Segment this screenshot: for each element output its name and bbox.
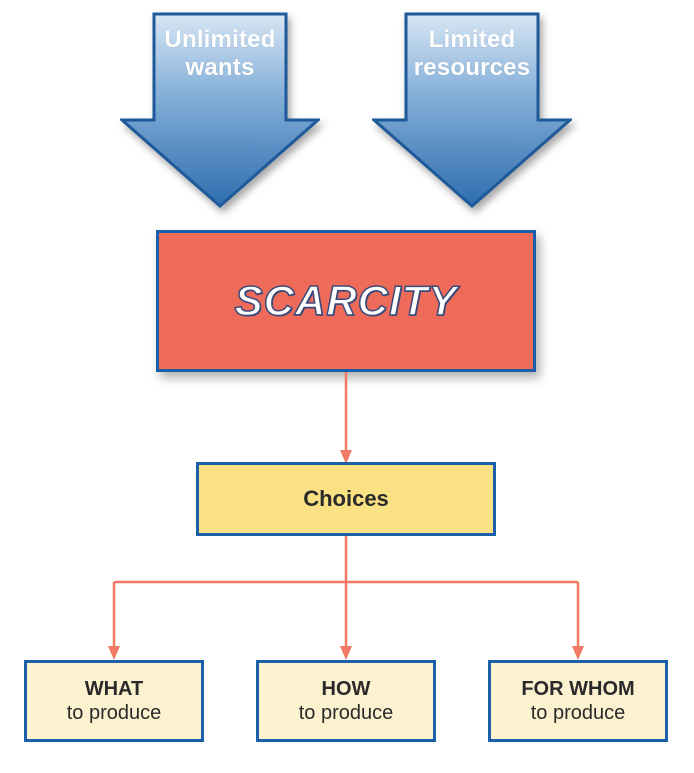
connector-branch-icon bbox=[80, 536, 614, 664]
question-bold: HOW bbox=[299, 677, 394, 701]
input-arrow-limited-resources: Limited resources bbox=[372, 8, 572, 208]
question-text: WHAT to produce bbox=[67, 677, 162, 725]
scarcity-label: SCARCITY bbox=[235, 277, 458, 325]
connector-arrow-icon bbox=[338, 372, 354, 466]
arrow-label-line1: Limited bbox=[429, 26, 516, 53]
question-rest: to produce bbox=[299, 701, 394, 725]
diagram-canvas: Unlimited wants Limited resources SCARCI… bbox=[0, 0, 694, 773]
question-rest: to produce bbox=[521, 701, 634, 725]
choices-box: Choices bbox=[196, 462, 496, 536]
input-arrow-unlimited-wants: Unlimited wants bbox=[120, 8, 320, 208]
question-box-for-whom: FOR WHOM to produce bbox=[488, 660, 668, 742]
question-rest: to produce bbox=[67, 701, 162, 725]
arrow-label-line1: Unlimited bbox=[164, 26, 275, 53]
question-box-how: HOW to produce bbox=[256, 660, 436, 742]
arrow-label: Unlimited wants bbox=[120, 26, 320, 81]
arrow-label: Limited resources bbox=[372, 26, 572, 81]
choices-label: Choices bbox=[303, 486, 389, 512]
arrow-label-line2: wants bbox=[185, 54, 254, 81]
scarcity-box: SCARCITY bbox=[156, 230, 536, 372]
arrow-label-line2: resources bbox=[414, 54, 531, 81]
question-box-what: WHAT to produce bbox=[24, 660, 204, 742]
question-bold: WHAT bbox=[67, 677, 162, 701]
question-bold: FOR WHOM bbox=[521, 677, 634, 701]
question-text: FOR WHOM to produce bbox=[521, 677, 634, 725]
question-text: HOW to produce bbox=[299, 677, 394, 725]
